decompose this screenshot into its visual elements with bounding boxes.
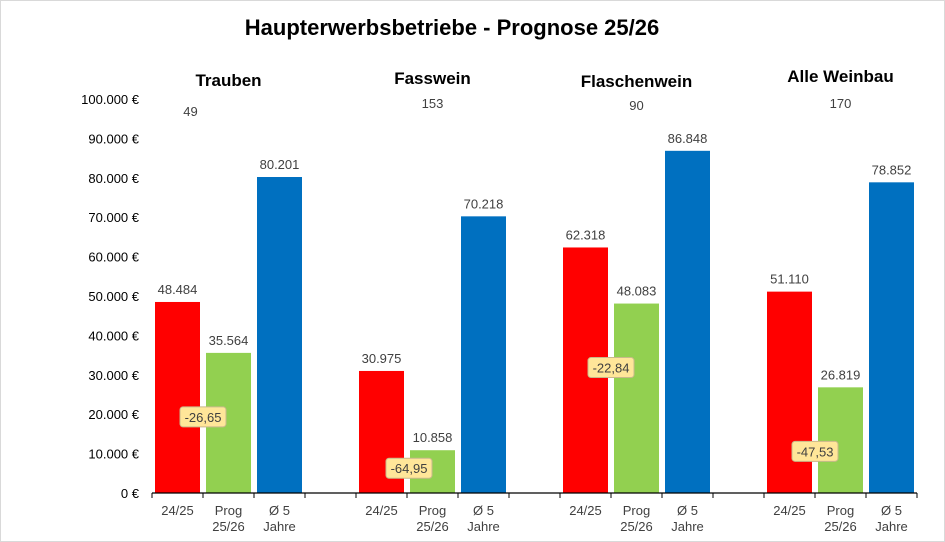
- change-callout: -47,53: [791, 440, 839, 462]
- y-tick-label: 40.000 €: [88, 328, 139, 343]
- change-callout-box: [179, 406, 227, 428]
- y-tick-label: 70.000 €: [88, 210, 139, 225]
- y-tick-label: 50.000 €: [88, 289, 139, 304]
- x-tick-label: 25/26: [212, 519, 245, 534]
- y-tick-label: 80.000 €: [88, 171, 139, 186]
- group-title: Flaschenwein: [581, 72, 692, 91]
- bar-2: [869, 182, 914, 493]
- change-callout-text: -47,53: [797, 444, 834, 459]
- x-tick-label: Jahre: [263, 519, 296, 534]
- bar-value-label: 48.083: [617, 284, 657, 299]
- x-tick-label: Jahre: [875, 519, 908, 534]
- x-tick-label: Jahre: [671, 519, 704, 534]
- x-tick-label: Prog: [623, 503, 650, 518]
- x-tick-label: Prog: [419, 503, 446, 518]
- x-tick-label: 24/25: [161, 503, 194, 518]
- change-callout-box: [587, 357, 635, 379]
- group-count: 170: [830, 96, 852, 111]
- x-tick-label: Prog: [827, 503, 854, 518]
- change-callout-text: -64,95: [391, 461, 428, 476]
- bar-value-label: 35.564: [209, 333, 249, 348]
- x-tick-label: Ø 5: [677, 503, 698, 518]
- bars: [155, 150, 914, 494]
- x-tick-label: Ø 5: [473, 503, 494, 518]
- x-tick-label: 24/25: [365, 503, 398, 518]
- bar-2: [665, 150, 710, 493]
- group-title: Trauben: [195, 71, 261, 90]
- group-count: 49: [183, 104, 197, 119]
- y-tick-label: 30.000 €: [88, 368, 139, 383]
- change-callout-box: [791, 440, 839, 462]
- y-axis: 0 € 10.000 € 20.000 € 30.000 € 40.000 € 50.00…: [81, 92, 140, 501]
- x-tick-label: 25/26: [620, 519, 653, 534]
- group-count: 153: [422, 96, 444, 111]
- bar-0: [155, 301, 200, 493]
- x-tick-label: 24/25: [773, 503, 806, 518]
- bar-value-label: 48.484: [158, 282, 198, 297]
- x-tick-label: Ø 5: [881, 503, 902, 518]
- group-title: Fasswein: [394, 69, 471, 88]
- annotations: Trauben 49 48.484 35.564 80.201 -26,65 Fasswei…: [158, 67, 912, 479]
- y-tick-label: 0 €: [121, 486, 140, 501]
- change-callout-text: -26,65: [185, 410, 222, 425]
- y-tick-label: 10.000 €: [88, 447, 139, 462]
- y-tick-label: 20.000 €: [88, 407, 139, 422]
- bar-1: [614, 303, 659, 493]
- bar-1: [818, 387, 863, 493]
- bar-value-label: 51.110: [770, 272, 809, 287]
- bar-value-label: 80.201: [260, 157, 300, 172]
- x-tick-label: 24/25: [569, 503, 602, 518]
- change-callout-box: [385, 457, 433, 479]
- y-tick-label: 100.000 €: [81, 92, 140, 107]
- bar-value-label: 30.975: [362, 351, 402, 366]
- bar-2: [257, 177, 302, 493]
- bar-0: [767, 291, 812, 493]
- group-count: 90: [629, 98, 643, 113]
- bar-value-label: 78.852: [872, 162, 912, 177]
- x-tick-label: Prog: [215, 503, 242, 518]
- bar-value-label: 86.848: [668, 131, 708, 146]
- y-tick-label: 90.000 €: [88, 131, 139, 146]
- x-tick-label: Ø 5: [269, 503, 290, 518]
- bar-value-label: 62.318: [566, 227, 606, 242]
- change-callout: -26,65: [179, 406, 227, 428]
- x-tick-label: 25/26: [416, 519, 449, 534]
- bar-value-label: 70.218: [464, 196, 504, 211]
- bar-value-label: 26.819: [821, 367, 861, 382]
- change-callout-text: -22,84: [593, 361, 630, 376]
- x-tick-label: Jahre: [467, 519, 500, 534]
- bar-2: [461, 216, 506, 494]
- change-callout: -64,95: [385, 457, 433, 479]
- chart-title: Haupterwerbsbetriebe - Prognose 25/26: [245, 15, 659, 40]
- bar-value-label: 10.858: [413, 430, 453, 445]
- x-tick-label: 25/26: [824, 519, 857, 534]
- change-callout: -22,84: [587, 357, 635, 379]
- group-title: Alle Weinbau: [787, 67, 893, 86]
- y-tick-label: 60.000 €: [88, 250, 139, 265]
